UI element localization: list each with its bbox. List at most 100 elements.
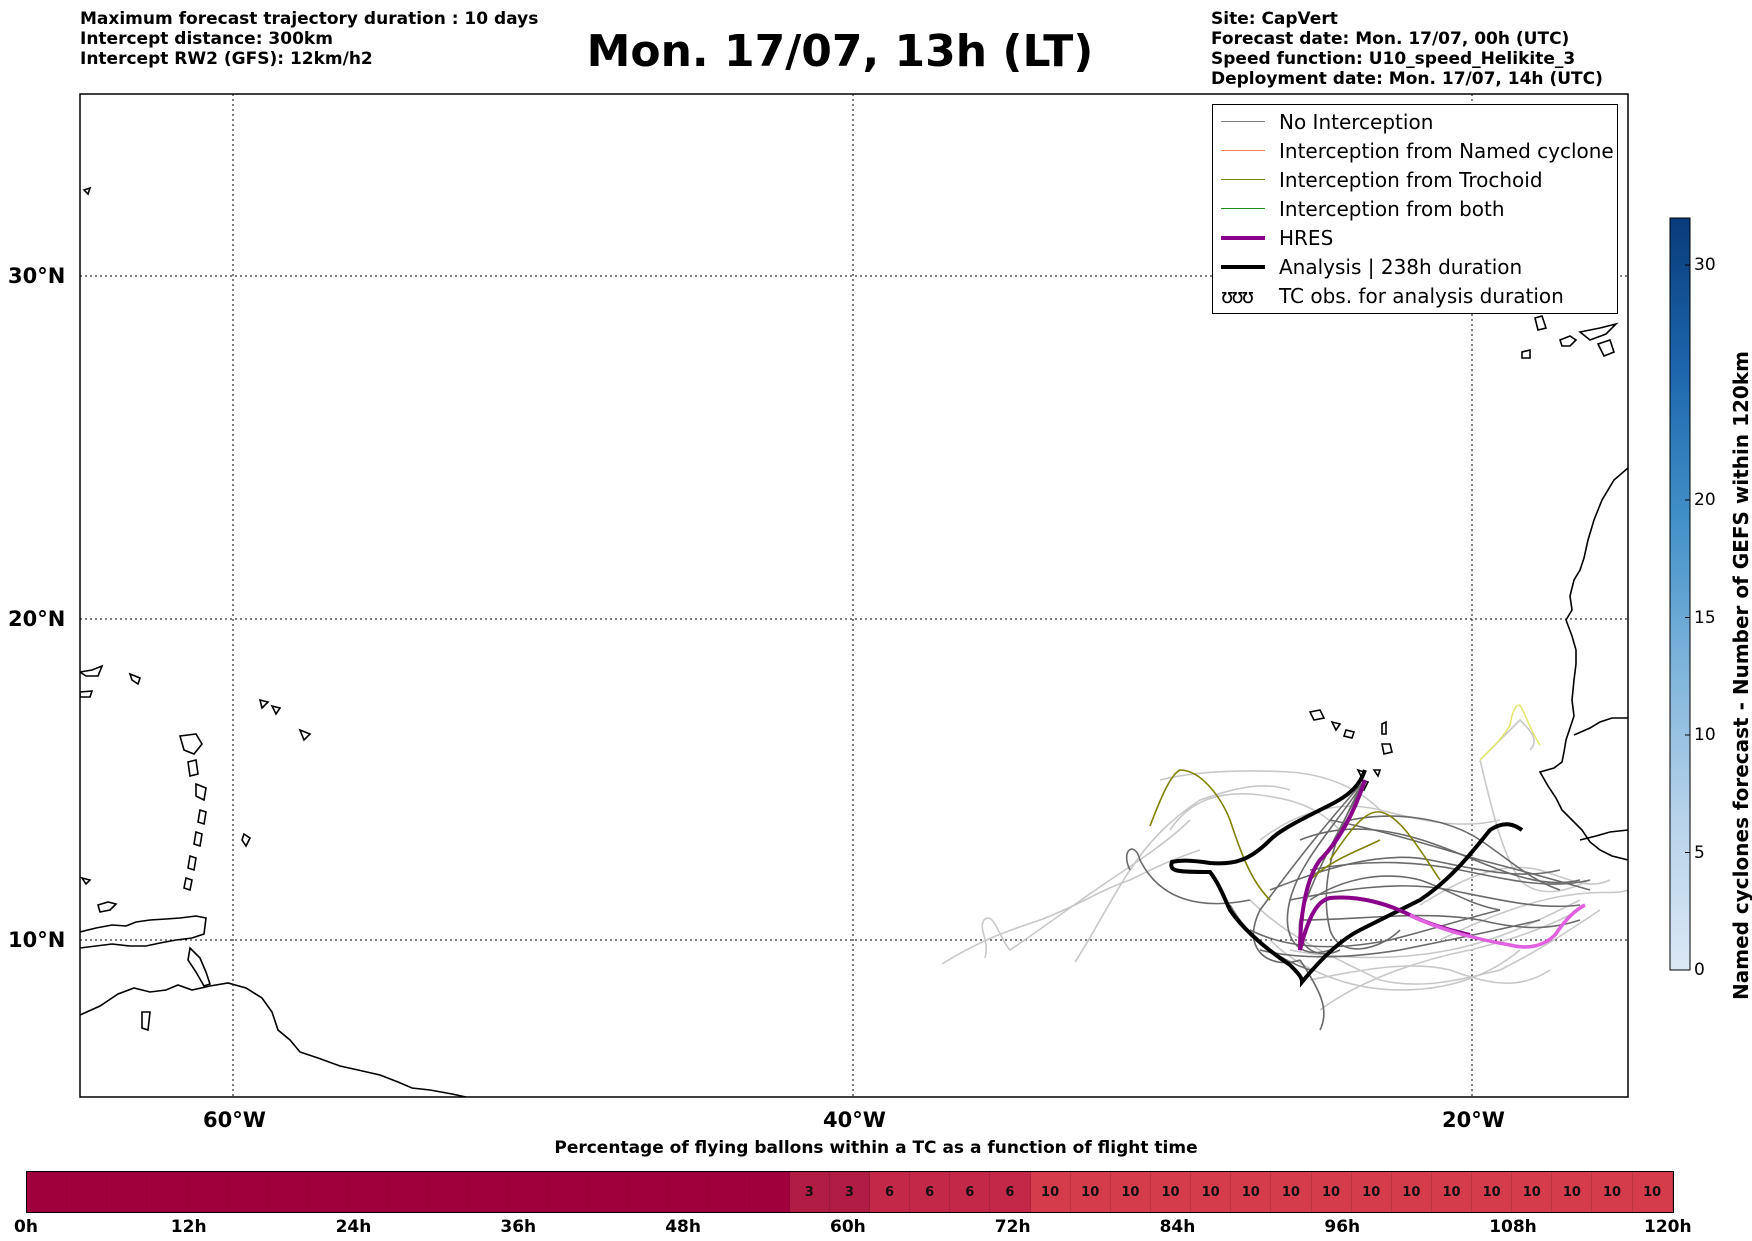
flight-time-cell: 10 — [1472, 1172, 1513, 1212]
flight-time-cell — [669, 1172, 710, 1212]
flight-time-cell: 6 — [950, 1172, 991, 1212]
flight-time-cell — [307, 1172, 349, 1212]
flight-time-label: 48h — [665, 1217, 701, 1237]
colorbar-tick-label: 10 — [1694, 725, 1716, 745]
colorbar-tick-label: 30 — [1694, 255, 1716, 275]
legend-item-both: Interception from both — [1213, 194, 1505, 223]
legend-item-tc-obs: ʊʊʊ TC obs. for analysis duration — [1213, 281, 1564, 310]
flight-time-cell: 10 — [1271, 1172, 1312, 1212]
analysis-trajectory — [1169, 769, 1524, 988]
flight-time-label: 72h — [994, 1217, 1031, 1237]
flight-time-cell: 10 — [1391, 1172, 1432, 1212]
lat-label-10: 10°N — [8, 928, 66, 952]
tc-obs-symbol-icon: ʊʊʊ — [1221, 283, 1254, 308]
flight-time-cell — [709, 1172, 750, 1212]
colorbar-tick-label: 0 — [1694, 960, 1705, 980]
hres-tail-trajectory — [1409, 903, 1586, 949]
legend-item-no-interception: No Interception — [1213, 107, 1433, 136]
legend-swatch-analysis — [1221, 264, 1265, 269]
flight-time-cell — [348, 1172, 389, 1212]
lon-label-20: 20°W — [1442, 1108, 1505, 1132]
legend-swatch-trochoid — [1221, 179, 1265, 180]
legend-label-hres: HRES — [1279, 225, 1334, 250]
flight-time-label: 12h — [170, 1217, 207, 1237]
flight-time-cell: 10 — [1070, 1172, 1111, 1212]
legend-label-named-cyclone: Interception from Named cyclone — [1279, 138, 1614, 163]
legend-label-tc-obs: TC obs. for analysis duration — [1279, 283, 1564, 308]
legend-item-hres: HRES — [1213, 223, 1333, 252]
legend-swatch-no-interception — [1221, 121, 1265, 122]
yellow-trajectory — [1479, 704, 1541, 761]
header-line-distance: Intercept distance: 300km — [80, 29, 333, 49]
map-frame — [79, 93, 1629, 1098]
flight-time-label: 24h — [335, 1217, 372, 1237]
lat-label-30: 30°N — [8, 264, 66, 288]
flight-time-cell — [428, 1172, 469, 1212]
flight-time-label: 96h — [1324, 1217, 1361, 1237]
legend-item-analysis: Analysis | 238h duration — [1213, 252, 1522, 281]
legend-item-named-cyclone: Interception from Named cyclone — [1213, 136, 1614, 165]
flight-time-cell — [749, 1172, 790, 1212]
flight-time-label: 0h — [14, 1217, 38, 1237]
flight-time-cell — [629, 1172, 670, 1212]
flight-time-label: 84h — [1159, 1217, 1196, 1237]
flight-time-bar: 3 3 6 6 6 6 10 10 10 10 10 10 10 10 10 10 10 10 10 10 10 10 — [26, 1171, 1674, 1213]
flight-time-cell — [548, 1172, 589, 1212]
flight-time-cell: 10 — [1552, 1172, 1593, 1212]
legend-label-trochoid: Interception from Trochoid — [1279, 167, 1543, 192]
lat-label-20: 20°N — [8, 607, 66, 631]
flight-time-cell: 10 — [1632, 1172, 1673, 1212]
legend-swatch-both — [1221, 208, 1265, 209]
header-line-forecast-date: Forecast date: Mon. 17/07, 00h (UTC) — [1211, 29, 1570, 49]
flight-time-cell — [468, 1172, 509, 1212]
flight-time-cell — [67, 1172, 108, 1212]
flight-time-label: 60h — [830, 1217, 866, 1237]
flight-time-cell: 10 — [1110, 1172, 1151, 1212]
flight-time-cell: 10 — [1191, 1172, 1232, 1212]
colorbar-tick-label: 20 — [1694, 490, 1716, 510]
flight-time-cell — [388, 1172, 429, 1212]
flight-time-cell: 6 — [869, 1172, 911, 1212]
flight-time-cell: 10 — [1231, 1172, 1272, 1212]
colorbar-gradient — [1669, 217, 1691, 971]
flight-time-label: 120h — [1644, 1217, 1692, 1237]
bottom-bar-title: Percentage of flying ballons within a TC… — [554, 1138, 1198, 1158]
flight-time-cell: 10 — [1512, 1172, 1553, 1212]
flight-time-cell — [267, 1172, 308, 1212]
legend-swatch-hres — [1221, 235, 1265, 240]
flight-time-cell: 3 — [829, 1172, 870, 1212]
colorbar-ticks — [1685, 264, 1690, 971]
flight-time-cell: 3 — [789, 1172, 830, 1212]
flight-time-label: 36h — [500, 1217, 537, 1237]
lon-label-40: 40°W — [823, 1108, 886, 1132]
flight-time-cell — [147, 1172, 188, 1212]
map-legend: No Interception Interception from Named … — [1212, 104, 1618, 314]
ensemble-dark-trajectories — [1125, 779, 1591, 1031]
page-title: Mon. 17/07, 13h (LT) — [586, 26, 1094, 77]
flight-time-cell: 10 — [1351, 1172, 1392, 1212]
flight-time-cell — [227, 1172, 268, 1212]
flight-time-cell — [187, 1172, 228, 1212]
flight-time-cell: 10 — [1592, 1172, 1633, 1212]
flight-time-cell: 10 — [1150, 1172, 1192, 1212]
colorbar-title: Named cyclones forecast - Number of GEFS… — [1729, 351, 1752, 1000]
flight-time-cell: 6 — [990, 1172, 1031, 1212]
header-line-duration: Maximum forecast trajectory duration : 1… — [80, 9, 539, 29]
flight-time-cell: 6 — [910, 1172, 951, 1212]
legend-label-both: Interception from both — [1279, 196, 1505, 221]
header-line-deployment-date: Deployment date: Mon. 17/07, 14h (UTC) — [1211, 69, 1603, 89]
lon-label-60: 60°W — [203, 1108, 266, 1132]
ensemble-light-trajectories — [941, 718, 1628, 1011]
flight-time-cell — [508, 1172, 549, 1212]
header-line-intercept: Intercept RW2 (GFS): 12km/h2 — [80, 49, 373, 69]
header-right: Site: CapVert Forecast date: Mon. 17/07,… — [1211, 9, 1603, 89]
legend-swatch-named-cyclone — [1221, 150, 1265, 151]
colorbar-tick-label: 5 — [1694, 842, 1705, 863]
trochoid-trajectories — [1149, 769, 1441, 901]
legend-label-no-interception: No Interception — [1279, 109, 1434, 134]
coastlines — [80, 186, 1628, 1097]
header-left: Maximum forecast trajectory duration : 1… — [80, 9, 538, 69]
flight-time-cell: 10 — [1311, 1172, 1352, 1212]
legend-item-trochoid: Interception from Trochoid — [1213, 165, 1543, 194]
